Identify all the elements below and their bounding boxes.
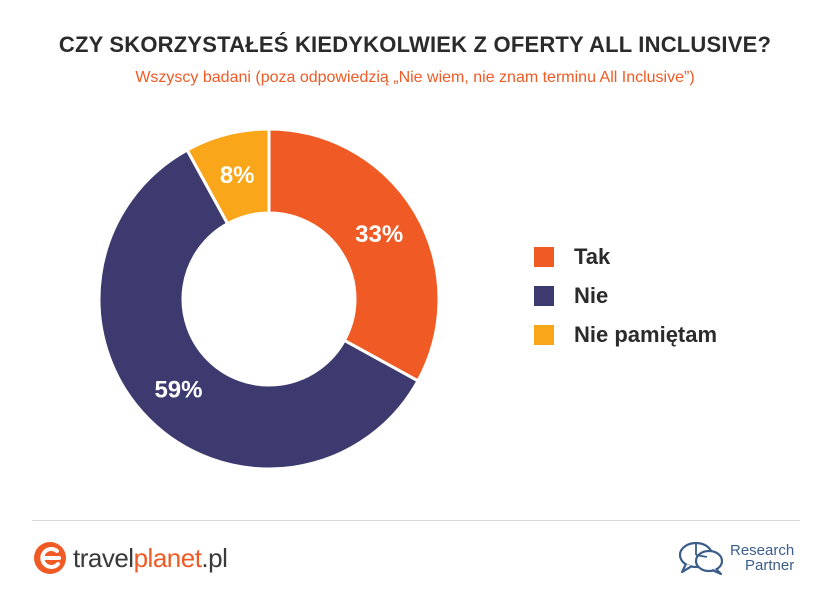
legend-label-nie: Nie bbox=[574, 283, 609, 308]
chart-subtitle: Wszyscy badani (poza odpowiedzią „Nie wi… bbox=[135, 69, 695, 86]
legend-label-nie-pamietam: Nie pamiętam bbox=[574, 322, 718, 347]
travelplanet-logo-icon bbox=[34, 542, 66, 574]
research-partner-text: Research Partner bbox=[730, 542, 795, 574]
data-label-tak: 33% bbox=[355, 221, 403, 248]
data-label-nie-pamietam: 8% bbox=[220, 162, 255, 189]
legend-item-nie: Nie bbox=[534, 283, 717, 308]
data-label-nie: 59% bbox=[154, 377, 202, 404]
chart-title: CZY SKORZYSTAŁEŚ KIEDYKOLWIEK Z OFERTY A… bbox=[58, 32, 772, 57]
research-partner-logo: Research Partner bbox=[676, 540, 794, 576]
travelplanet-logo: travelplanet.pl bbox=[33, 539, 228, 577]
travelplanet-logo-text: travelplanet.pl bbox=[73, 542, 228, 573]
slice-nie-pamietam bbox=[185, 127, 271, 226]
legend-item-tak: Tak bbox=[534, 244, 717, 269]
legend-swatch-nie-pamietam bbox=[534, 325, 554, 345]
legend-label-tak: Tak bbox=[574, 244, 611, 269]
legend-swatch-tak bbox=[534, 247, 554, 267]
speech-bubbles-icon bbox=[678, 541, 724, 576]
slice-nie bbox=[97, 147, 421, 471]
footer-divider bbox=[32, 520, 800, 521]
donut-chart: 33% 59% 8% bbox=[97, 127, 441, 471]
chart-legend: Tak Nie Nie pamiętam bbox=[534, 244, 718, 363]
legend-swatch-nie bbox=[534, 286, 554, 306]
slice-tak bbox=[267, 127, 441, 383]
legend-item-nie-pamietam: Nie pamiętam bbox=[534, 322, 718, 347]
